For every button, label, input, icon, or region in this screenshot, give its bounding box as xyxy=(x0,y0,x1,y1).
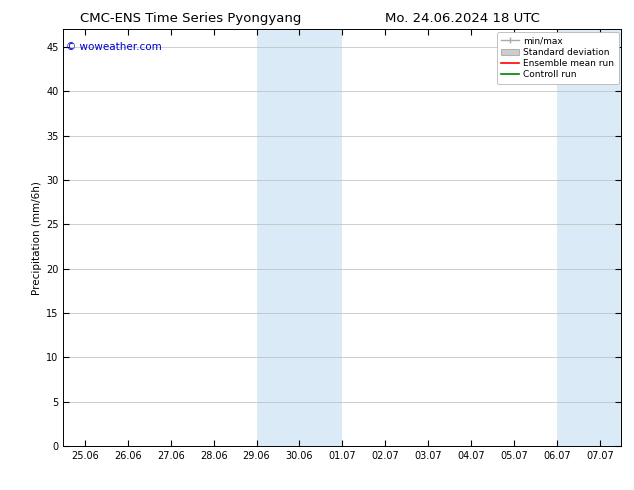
Legend: min/max, Standard deviation, Ensemble mean run, Controll run: min/max, Standard deviation, Ensemble me… xyxy=(497,32,619,84)
Text: CMC-ENS Time Series Pyongyang: CMC-ENS Time Series Pyongyang xyxy=(79,12,301,25)
Bar xyxy=(557,29,634,446)
Text: Mo. 24.06.2024 18 UTC: Mo. 24.06.2024 18 UTC xyxy=(385,12,540,25)
Bar xyxy=(257,29,342,446)
Y-axis label: Precipitation (mm/6h): Precipitation (mm/6h) xyxy=(32,181,42,294)
Text: © woweather.com: © woweather.com xyxy=(66,42,162,52)
